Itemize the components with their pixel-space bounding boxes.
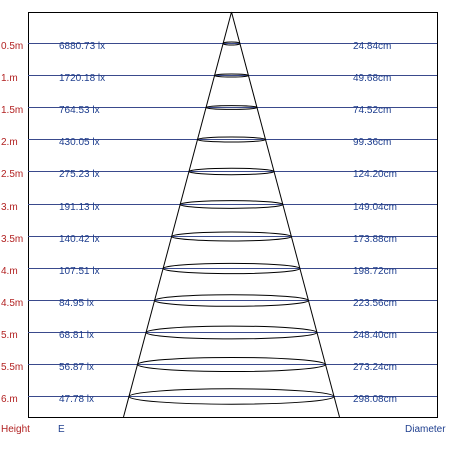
illuminance-value: 84.95 lx <box>59 298 95 309</box>
diameter-value: 99.36cm <box>353 137 392 148</box>
diameter-value: 198.72cm <box>353 266 397 277</box>
height-label: 5.5m <box>1 362 24 373</box>
illuminance-value: 68.81 lx <box>59 330 95 341</box>
cone-left-edge <box>123 11 232 418</box>
cone-right-edge <box>231 11 340 418</box>
beam-cross-section-ellipse <box>188 167 275 176</box>
beam-cross-section-ellipse <box>162 262 301 275</box>
height-label: 6.m <box>1 394 18 405</box>
diameter-axis-label: Diameter <box>405 424 446 435</box>
illuminance-value: 6880.73 lx <box>59 41 106 52</box>
illuminance-axis-label: E <box>58 424 65 435</box>
height-label: 4.5m <box>1 298 24 309</box>
illuminance-value: 107.51 lx <box>59 266 100 277</box>
diameter-value: 173.88cm <box>353 234 397 245</box>
height-label: 1.5m <box>1 105 24 116</box>
height-label: 3.m <box>1 202 18 213</box>
diameter-value: 273.24cm <box>353 362 397 373</box>
diagram-frame <box>28 12 438 418</box>
illuminance-value: 764.53 lx <box>59 105 100 116</box>
illuminance-value: 430.05 lx <box>59 137 100 148</box>
height-label: 2.m <box>1 137 18 148</box>
beam-cross-section-ellipse <box>179 200 284 209</box>
beam-cross-section-ellipse <box>171 231 292 242</box>
height-label: 0.5m <box>1 41 24 52</box>
illuminance-value: 47.78 lx <box>59 394 95 405</box>
beam-cross-section-ellipse <box>145 325 318 340</box>
diameter-value: 149.04cm <box>353 202 397 213</box>
illuminance-value: 191.13 lx <box>59 202 100 213</box>
beam-cross-section-ellipse <box>197 136 266 143</box>
diameter-value: 298.08cm <box>353 394 397 405</box>
illuminance-value: 1720.18 lx <box>59 73 106 84</box>
illuminance-value: 140.42 lx <box>59 234 100 245</box>
height-label: 2.5m <box>1 169 24 180</box>
diameter-value: 74.52cm <box>353 105 392 116</box>
beam-cross-section-ellipse <box>205 105 258 110</box>
beam-cross-section-ellipse <box>128 388 335 405</box>
diameter-value: 248.40cm <box>353 330 397 341</box>
height-label: 3.5m <box>1 234 24 245</box>
height-axis-label: Height <box>1 424 30 435</box>
illuminance-value: 56.87 lx <box>59 362 95 373</box>
diameter-value: 124.20cm <box>353 169 397 180</box>
beam-cross-section-ellipse <box>214 73 249 78</box>
diameter-value: 49.68cm <box>353 73 392 84</box>
height-label: 4.m <box>1 266 18 277</box>
diameter-value: 223.56cm <box>353 298 397 309</box>
beam-cross-section-ellipse <box>137 356 326 373</box>
height-label: 5.m <box>1 330 18 341</box>
beam-cross-section-ellipse <box>154 294 309 307</box>
illuminance-value: 275.23 lx <box>59 169 100 180</box>
diameter-value: 24.84cm <box>353 41 392 52</box>
height-label: 1.m <box>1 73 18 84</box>
beam-cross-section-ellipse <box>222 41 241 46</box>
